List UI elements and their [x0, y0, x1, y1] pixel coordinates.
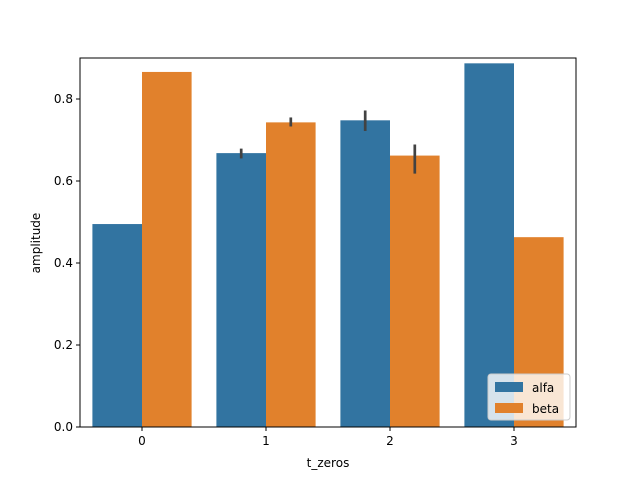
x-axis-label: t_zeros — [307, 456, 350, 470]
ticks-layer: 0.0 0.2 0.4 0.6 0.8 0 1 2 3 — [54, 92, 518, 448]
x-tick-label: 3 — [510, 434, 518, 448]
bar-beta-1 — [266, 122, 316, 428]
y-tick-label: 0.2 — [54, 338, 73, 352]
errorbars-layer — [239, 110, 417, 174]
bar-alfa-0 — [92, 224, 142, 427]
x-tick-label: 0 — [138, 434, 146, 448]
y-tick-label: 0.6 — [54, 174, 73, 188]
legend: alfa beta — [487, 373, 571, 421]
bar-alfa-1 — [216, 153, 266, 427]
bar-alfa-2 — [340, 120, 390, 427]
x-tick-label: 1 — [262, 434, 270, 448]
plot-frame — [79, 57, 577, 428]
legend-swatch-beta — [495, 403, 523, 413]
bar-beta-0 — [142, 71, 192, 427]
y-axis-label: amplitude — [29, 213, 43, 274]
legend-label-beta: beta — [532, 402, 559, 416]
axes-layer — [79, 57, 577, 428]
x-tick-label: 2 — [386, 434, 394, 448]
bar-beta-2 — [390, 155, 440, 427]
bars-layer — [92, 63, 564, 428]
y-tick-label: 0.0 — [54, 420, 73, 434]
y-tick-label: 0.8 — [54, 92, 73, 106]
y-tick-label: 0.4 — [54, 256, 73, 270]
legend-label-alfa: alfa — [532, 381, 554, 395]
legend-swatch-alfa — [495, 382, 523, 392]
bar-alfa-3 — [464, 63, 514, 427]
